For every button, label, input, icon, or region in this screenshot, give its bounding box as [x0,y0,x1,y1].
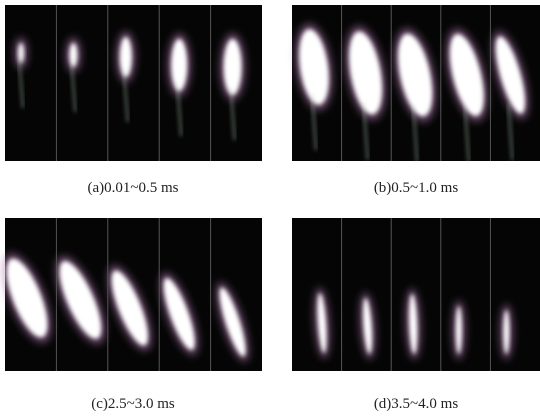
flame-stem [464,104,470,163]
flame [445,28,488,122]
flame-core [171,39,188,91]
flame-core [503,310,510,354]
flame-stem [123,70,129,123]
flame-core [299,29,329,105]
flame-stem [70,63,77,113]
flame [107,264,152,352]
flame-stem [362,102,369,161]
flame-core [317,293,327,353]
image-strip [292,5,540,163]
flame-core [409,294,418,354]
caption: (c)2.5~3.0 ms [91,396,175,412]
flame-stem [18,59,24,109]
caption: (a)0.01~0.5 ms [87,180,178,196]
flame-core [69,43,78,67]
flame-core [363,298,373,354]
flame [14,37,28,69]
flame-core [398,33,433,117]
caption: (b)0.5~1.0 ms [374,180,459,196]
flame [167,33,192,97]
flame-stem [311,93,317,151]
flame-stem [507,102,514,161]
flame-core [219,287,246,357]
flame [55,255,106,345]
flame [115,31,136,83]
flame [65,37,82,73]
image-strip [5,5,262,161]
flame-core [18,43,24,63]
flame-stem [229,86,236,141]
flame-core [6,258,48,338]
flame [499,304,514,360]
caption: (d)3.5~4.0 ms [374,396,459,412]
flame-core [449,34,484,116]
flame [359,292,376,360]
flame [295,23,333,111]
image-strip [292,218,540,371]
flame-core [59,261,102,339]
flame-core [163,278,195,350]
flame [394,27,437,123]
flame [345,25,387,121]
flame-core [223,39,242,95]
strip-background [5,5,262,161]
flame [159,272,199,356]
flame [313,287,331,359]
flame [219,33,246,101]
flame-stem [412,104,418,163]
flame-core [455,306,462,354]
image-strip [2,218,262,371]
flame-core [349,31,383,115]
flame [215,281,250,363]
flame [451,300,466,360]
flame [491,30,529,120]
flame-stem [176,83,182,137]
flame [2,252,52,344]
flame [405,288,422,360]
flame-core [119,37,132,77]
flame-core [495,36,526,114]
flame-core [111,270,148,346]
